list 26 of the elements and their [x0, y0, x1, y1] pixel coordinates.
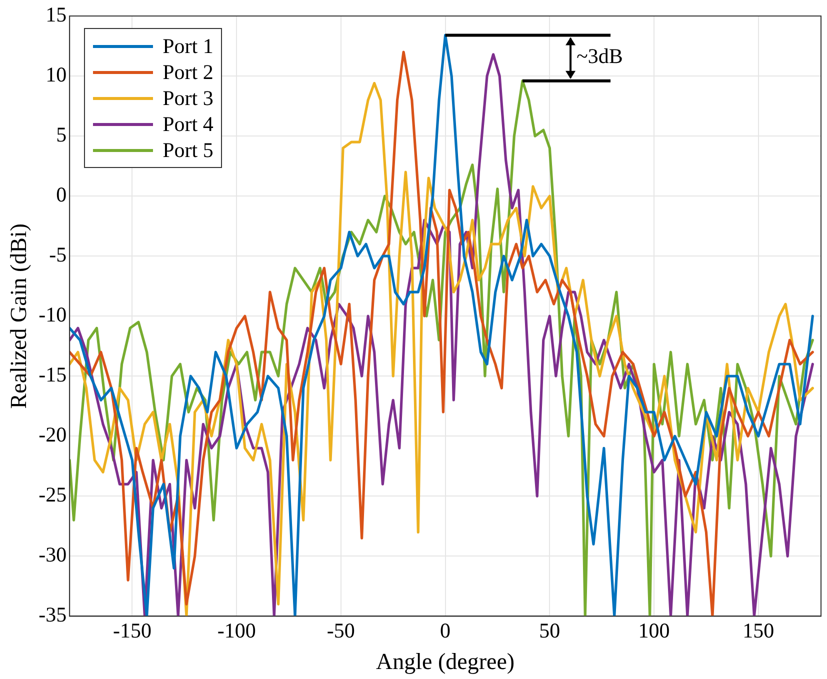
y-tick-label: -35 [38, 602, 67, 627]
x-tick-label: 100 [638, 618, 670, 642]
x-axis-title: Angle (degree) [376, 649, 515, 674]
x-tick-label: 0 [440, 618, 451, 642]
x-tick-label: 50 [539, 618, 560, 642]
annotation: ~3dB [576, 44, 623, 68]
legend-label: Port 3 [162, 86, 214, 110]
y-tick-label: 15 [46, 2, 67, 27]
x-tick-label: -50 [326, 618, 355, 642]
y-tick-label: 5 [56, 122, 67, 147]
x-tick-label: -150 [112, 618, 152, 642]
y-tick-label: -30 [38, 542, 67, 567]
legend-label: Port 4 [162, 112, 214, 136]
x-tick-label: -100 [217, 618, 256, 642]
x-tick-label: 150 [742, 618, 774, 642]
legend-label: Port 5 [162, 138, 214, 162]
legend-label: Port 1 [162, 34, 214, 58]
y-axis-title: Realized Gain (dBi) [6, 223, 31, 409]
y-tick-label: -10 [38, 302, 67, 327]
y-tick-label: -5 [49, 242, 67, 267]
y-tick-label: -20 [38, 422, 67, 447]
y-tick-label: -25 [38, 482, 67, 507]
legend-label: Port 2 [162, 60, 214, 84]
y-tick-label: 10 [46, 62, 67, 87]
y-tick-label: 0 [56, 182, 67, 207]
y-tick-label: -15 [38, 362, 67, 387]
